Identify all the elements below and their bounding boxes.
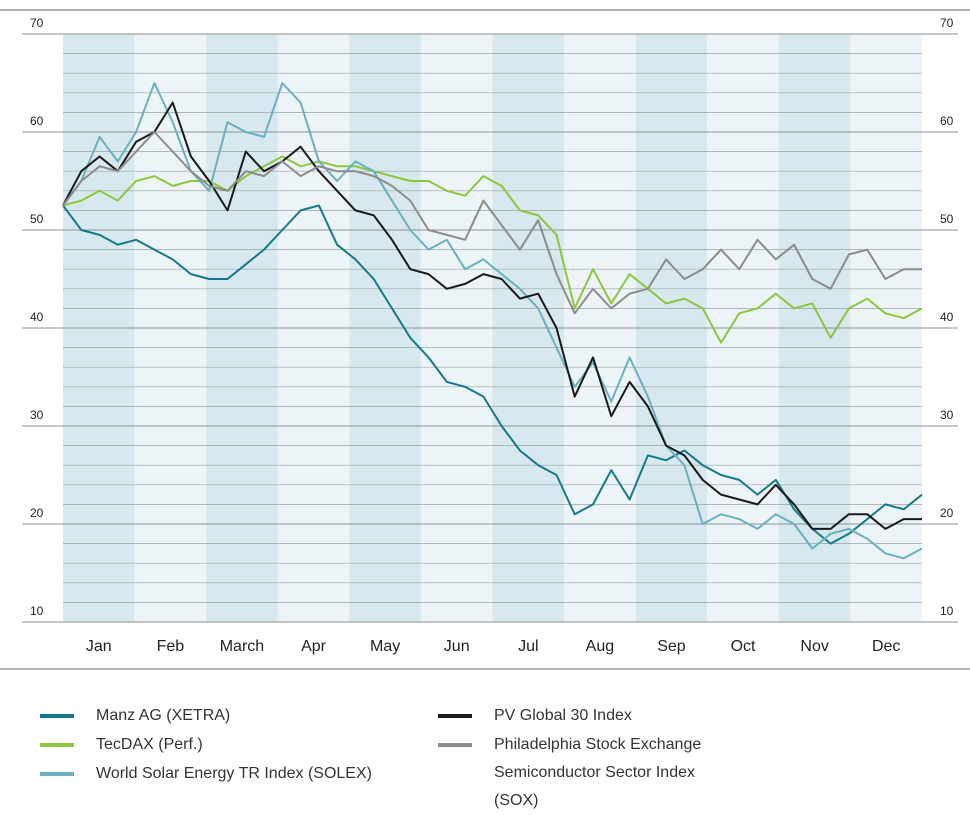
series-line — [62, 82, 923, 560]
legend-label: TecDAX (Perf.) — [96, 736, 203, 753]
y-tick-label: 10 — [30, 604, 44, 618]
x-tick-label: Sep — [657, 638, 686, 655]
series-line — [62, 155, 923, 344]
legend-swatch — [40, 772, 74, 776]
series-line — [62, 131, 922, 315]
legend-swatch — [40, 743, 74, 747]
x-tick-label: May — [370, 638, 400, 655]
legend-swatch — [40, 714, 74, 718]
y-tick-label: 30 — [30, 408, 44, 422]
x-tick-label: Jan — [86, 638, 112, 655]
legend-item: TecDAX (Perf.) — [40, 731, 380, 759]
series-line — [62, 101, 922, 530]
x-tick-label: March — [220, 638, 264, 655]
y2-tick-label: 20 — [940, 506, 954, 520]
x-tick-label: Dec — [872, 638, 900, 655]
x-tick-label: Oct — [731, 638, 756, 655]
legend-label: Manz AG (XETRA) — [96, 707, 231, 724]
y-tick-label: 40 — [30, 310, 44, 324]
legend-item: Manz AG (XETRA) — [40, 702, 380, 730]
y-tick-label: 60 — [30, 114, 44, 128]
x-tick-label: Apr — [301, 638, 327, 655]
y-tick-label: 70 — [30, 16, 44, 30]
y2-tick-label: 40 — [940, 310, 954, 324]
y-tick-label: 20 — [30, 506, 44, 520]
legend-swatch — [438, 743, 472, 747]
legend-item: PV Global 30 Index — [438, 702, 738, 730]
x-tick-label: Nov — [800, 638, 828, 655]
y2-tick-label: 60 — [940, 114, 954, 128]
lines — [62, 82, 923, 560]
legend-label: Philadelphia Stock Exchange Semiconducto… — [494, 736, 702, 809]
legend-swatch — [438, 714, 472, 718]
series-line — [62, 204, 923, 545]
x-tick-label: Feb — [157, 638, 185, 655]
x-tick-label: Aug — [586, 638, 614, 655]
y2-tick-label: 50 — [940, 212, 954, 226]
legend-label: World Solar Energy TR Index (SOLEX) — [96, 765, 372, 782]
y-tick-label: 50 — [30, 212, 44, 226]
x-tick-label: Jul — [518, 638, 538, 655]
x-tick-label: Jun — [444, 638, 470, 655]
grid — [22, 33, 958, 623]
y2-tick-label: 10 — [940, 604, 954, 618]
y2-tick-label: 70 — [940, 16, 954, 30]
page: Jan Feb March Apr May Jun Jul Aug Sep Oct Nov Dec 10… — [0, 9, 970, 809]
chart: Jan Feb March Apr May Jun Jul Aug Sep Oct Nov Dec 10… — [0, 9, 970, 670]
legend-item: World Solar Energy TR Index (SOLEX) — [40, 760, 380, 788]
y2-tick-label: 30 — [940, 408, 954, 422]
legend-label: PV Global 30 Index — [494, 707, 632, 724]
legend-item: Philadelphia Stock Exchange Semiconducto… — [438, 731, 738, 815]
